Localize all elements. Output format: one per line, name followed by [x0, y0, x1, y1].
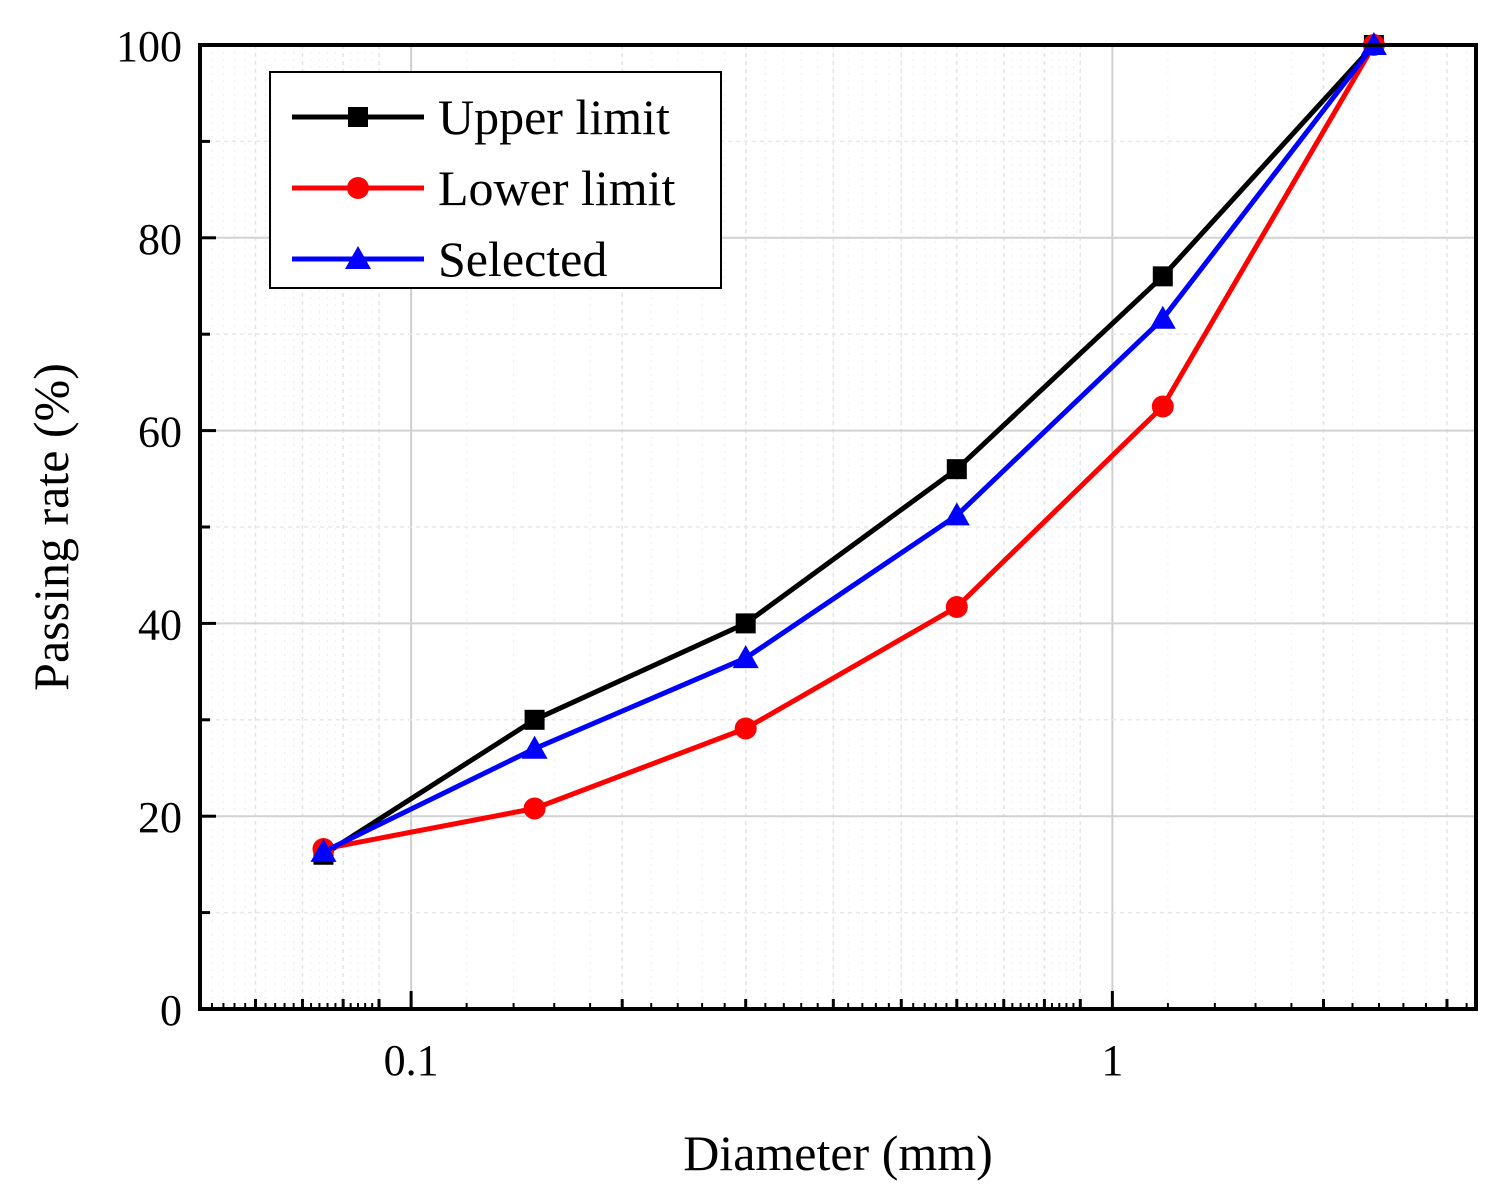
plot-frame — [198, 43, 1478, 1011]
data-point — [735, 613, 756, 634]
legend-items: Upper limit Lower limit Selected — [292, 89, 676, 287]
legend-item: Lower limit — [292, 160, 676, 216]
series-selected — [310, 32, 1387, 862]
series-line — [322, 43, 1376, 855]
legend-box — [269, 71, 722, 289]
data-point — [1149, 305, 1176, 329]
legend-label: Upper limit — [438, 89, 670, 145]
y-tick-label: 40 — [138, 600, 182, 649]
data-point — [943, 502, 970, 526]
y-axis-title: Passing rate (%) — [23, 363, 79, 691]
tick-label-layer: 0 20 40 60 80 100 0.1 1 — [116, 22, 1123, 1085]
data-point — [946, 459, 967, 480]
y-tick-label: 80 — [138, 215, 182, 264]
x-axis-title: Diameter (mm) — [683, 1125, 993, 1181]
y-tick-label: 0 — [160, 986, 182, 1035]
y-tick-label: 60 — [138, 408, 182, 457]
legend: Upper limit Lower limit Selected — [269, 71, 722, 289]
legend-item: Selected — [292, 231, 607, 287]
data-point — [310, 838, 337, 862]
y-tick-label: 100 — [116, 22, 182, 71]
x-tick-label: 0.1 — [384, 1036, 439, 1085]
legend-marker — [347, 177, 369, 199]
y-tick-label: 20 — [138, 793, 182, 842]
series-line — [323, 43, 1377, 852]
data-point — [734, 717, 757, 740]
data-point — [1151, 395, 1174, 418]
data-point — [1152, 266, 1173, 287]
series-line — [322, 43, 1376, 857]
data-point — [521, 735, 548, 759]
data-point — [945, 596, 968, 619]
legend-item: Upper limit — [292, 89, 670, 145]
legend-marker — [348, 107, 368, 127]
x-tick-label: 1 — [1101, 1036, 1123, 1085]
data-point — [524, 709, 545, 730]
legend-marker — [345, 246, 371, 269]
data-point — [732, 645, 759, 669]
series-layer — [310, 32, 1387, 865]
legend-label: Selected — [438, 231, 607, 287]
legend-label: Lower limit — [438, 160, 676, 216]
data-point — [523, 797, 546, 820]
